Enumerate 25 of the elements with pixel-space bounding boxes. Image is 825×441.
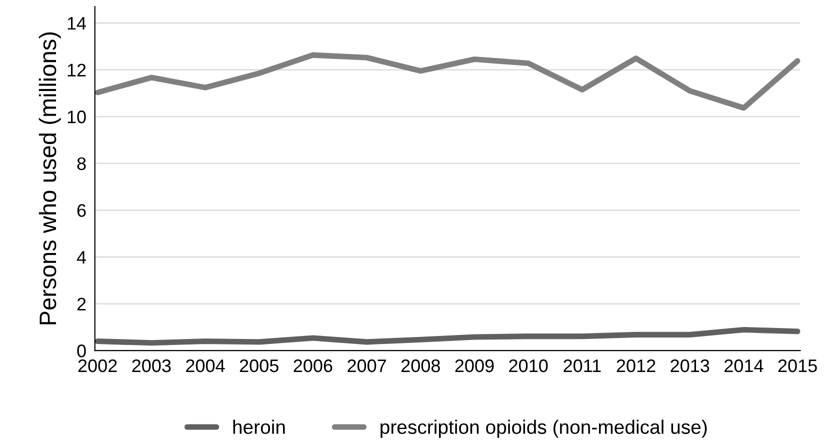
y-tick-label: 12 [68,64,86,76]
legend-label: prescription opioids (non-medical use) [380,420,707,438]
y-axis-title: Persons who used (millions) [38,32,61,324]
x-tick-label: 2003 [132,359,171,372]
y-tick-label: 0 [77,344,86,358]
x-tick-label: 2008 [401,359,440,372]
x-tick-label: 2015 [778,359,817,372]
x-tick-label: 2012 [616,359,656,372]
x-tick-label: 2006 [294,359,332,372]
x-tick-label: 2002 [78,359,117,372]
x-tick-label: 2014 [724,359,764,372]
x-tick-label: 2011 [564,359,601,372]
x-tick-label: 2009 [455,359,494,372]
x-tick-label: 2005 [240,359,278,372]
y-tick-label: 10 [68,110,86,124]
y-tick-label: 14 [68,17,86,30]
y-tick-label: 4 [76,251,86,264]
x-tick-label: 2004 [186,359,225,372]
x-tick-label: 2010 [509,359,548,372]
x-tick-label: 2007 [348,359,386,372]
legend-label: heroin [233,420,285,434]
y-tick-label: 2 [77,298,86,310]
y-tick-label: 8 [77,157,86,170]
x-tick-label: 2013 [670,359,710,372]
y-tick-label: 6 [77,204,86,217]
